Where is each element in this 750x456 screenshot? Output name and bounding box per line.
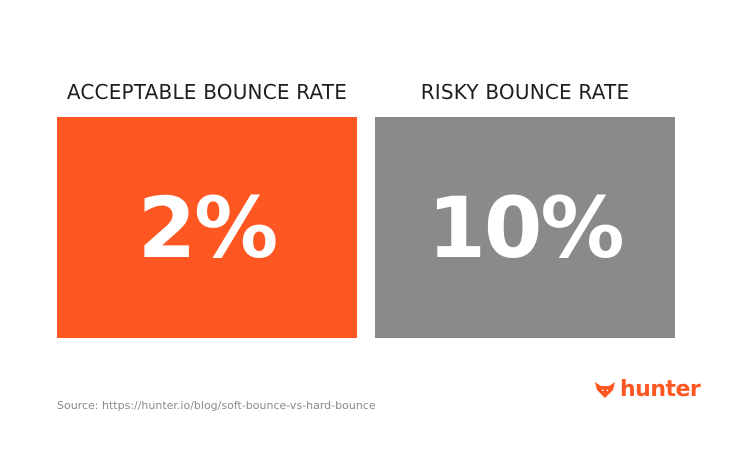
fox-icon	[595, 382, 615, 398]
source-note: Source: https://hunter.io/blog/soft-boun…	[57, 399, 376, 412]
panel-title-acceptable: ACCEPTABLE BOUNCE RATE	[66, 80, 348, 104]
stat-value-acceptable: 2%	[137, 178, 279, 277]
stat-box-risky: 10%	[375, 117, 675, 338]
stat-box-acceptable: 2%	[57, 117, 357, 338]
hunter-logo: hunter	[594, 374, 701, 404]
logo-text: hunter	[620, 376, 701, 402]
stat-value-risky: 10%	[427, 178, 624, 277]
panel-title-risky: RISKY BOUNCE RATE	[420, 80, 630, 104]
